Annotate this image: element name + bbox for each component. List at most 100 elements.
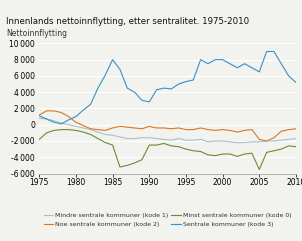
Minst sentrale kommuner (kode 0) bbox=[140, 158, 144, 161]
Noe sentrale kommuner (kode 2) bbox=[199, 127, 202, 129]
Mindre sentrale kommuner (kode 1) bbox=[147, 136, 151, 139]
Minst sentrale kommuner (kode 0) bbox=[133, 161, 137, 164]
Noe sentrale kommuner (kode 2) bbox=[74, 121, 78, 124]
Sentrale kommuner (kode 3) bbox=[214, 58, 217, 61]
Noe sentrale kommuner (kode 2) bbox=[125, 126, 129, 129]
Noe sentrale kommuner (kode 2) bbox=[37, 114, 41, 116]
Minst sentrale kommuner (kode 0) bbox=[89, 133, 92, 136]
Noe sentrale kommuner (kode 2) bbox=[147, 125, 151, 128]
Noe sentrale kommuner (kode 2) bbox=[236, 131, 239, 134]
Sentrale kommuner (kode 3) bbox=[155, 88, 159, 91]
Minst sentrale kommuner (kode 0) bbox=[236, 155, 239, 158]
Noe sentrale kommuner (kode 2) bbox=[191, 128, 195, 131]
Sentrale kommuner (kode 3) bbox=[243, 62, 246, 65]
Sentrale kommuner (kode 3) bbox=[59, 122, 63, 125]
Minst sentrale kommuner (kode 0) bbox=[104, 141, 107, 144]
Minst sentrale kommuner (kode 0) bbox=[155, 144, 159, 147]
Minst sentrale kommuner (kode 0) bbox=[228, 153, 232, 155]
Sentrale kommuner (kode 3) bbox=[191, 79, 195, 81]
Minst sentrale kommuner (kode 0) bbox=[265, 151, 268, 154]
Noe sentrale kommuner (kode 2) bbox=[294, 127, 298, 130]
Mindre sentrale kommuner (kode 1) bbox=[294, 137, 298, 140]
Noe sentrale kommuner (kode 2) bbox=[243, 129, 246, 132]
Mindre sentrale kommuner (kode 1) bbox=[133, 137, 137, 140]
Sentrale kommuner (kode 3) bbox=[265, 50, 268, 53]
Noe sentrale kommuner (kode 2) bbox=[287, 128, 291, 131]
Sentrale kommuner (kode 3) bbox=[279, 62, 283, 65]
Minst sentrale kommuner (kode 0) bbox=[96, 137, 100, 140]
Text: Nettoinnflytting: Nettoinnflytting bbox=[6, 29, 67, 38]
Mindre sentrale kommuner (kode 1) bbox=[279, 139, 283, 142]
Minst sentrale kommuner (kode 0) bbox=[258, 168, 261, 171]
Mindre sentrale kommuner (kode 1) bbox=[140, 136, 144, 139]
Sentrale kommuner (kode 3) bbox=[104, 74, 107, 77]
Minst sentrale kommuner (kode 0) bbox=[177, 145, 180, 148]
Minst sentrale kommuner (kode 0) bbox=[125, 164, 129, 167]
Mindre sentrale kommuner (kode 1) bbox=[236, 141, 239, 144]
Minst sentrale kommuner (kode 0) bbox=[118, 166, 122, 168]
Minst sentrale kommuner (kode 0) bbox=[147, 144, 151, 147]
Noe sentrale kommuner (kode 2) bbox=[45, 109, 48, 112]
Mindre sentrale kommuner (kode 1) bbox=[206, 140, 210, 143]
Minst sentrale kommuner (kode 0) bbox=[184, 148, 188, 151]
Line: Mindre sentrale kommuner (kode 1): Mindre sentrale kommuner (kode 1) bbox=[39, 118, 296, 143]
Sentrale kommuner (kode 3) bbox=[272, 50, 276, 53]
Sentrale kommuner (kode 3) bbox=[67, 118, 70, 121]
Line: Sentrale kommuner (kode 3): Sentrale kommuner (kode 3) bbox=[39, 52, 296, 124]
Mindre sentrale kommuner (kode 1) bbox=[191, 139, 195, 142]
Legend: Mindre sentrale kommuner (kode 1), Noe sentrale kommuner (kode 2), Minst sentral: Mindre sentrale kommuner (kode 1), Noe s… bbox=[44, 213, 291, 227]
Noe sentrale kommuner (kode 2) bbox=[258, 138, 261, 141]
Sentrale kommuner (kode 3) bbox=[177, 83, 180, 86]
Minst sentrale kommuner (kode 0) bbox=[279, 148, 283, 151]
Sentrale kommuner (kode 3) bbox=[250, 66, 254, 69]
Mindre sentrale kommuner (kode 1) bbox=[59, 122, 63, 125]
Minst sentrale kommuner (kode 0) bbox=[214, 154, 217, 157]
Line: Noe sentrale kommuner (kode 2): Noe sentrale kommuner (kode 2) bbox=[39, 111, 296, 141]
Noe sentrale kommuner (kode 2) bbox=[104, 129, 107, 132]
Sentrale kommuner (kode 3) bbox=[45, 118, 48, 120]
Mindre sentrale kommuner (kode 1) bbox=[250, 140, 254, 143]
Sentrale kommuner (kode 3) bbox=[221, 58, 224, 61]
Noe sentrale kommuner (kode 2) bbox=[169, 127, 173, 130]
Sentrale kommuner (kode 3) bbox=[206, 62, 210, 65]
Sentrale kommuner (kode 3) bbox=[169, 87, 173, 90]
Sentrale kommuner (kode 3) bbox=[125, 87, 129, 90]
Minst sentrale kommuner (kode 0) bbox=[287, 144, 291, 147]
Noe sentrale kommuner (kode 2) bbox=[177, 127, 180, 129]
Sentrale kommuner (kode 3) bbox=[147, 100, 151, 103]
Sentrale kommuner (kode 3) bbox=[184, 80, 188, 83]
Mindre sentrale kommuner (kode 1) bbox=[118, 135, 122, 138]
Mindre sentrale kommuner (kode 1) bbox=[199, 138, 202, 141]
Minst sentrale kommuner (kode 0) bbox=[206, 153, 210, 156]
Mindre sentrale kommuner (kode 1) bbox=[214, 140, 217, 142]
Minst sentrale kommuner (kode 0) bbox=[52, 129, 56, 132]
Text: Innenlands nettoinnflytting, etter sentralitet. 1975-2010: Innenlands nettoinnflytting, etter sentr… bbox=[6, 17, 249, 26]
Mindre sentrale kommuner (kode 1) bbox=[169, 139, 173, 142]
Sentrale kommuner (kode 3) bbox=[294, 81, 298, 84]
Minst sentrale kommuner (kode 0) bbox=[67, 128, 70, 131]
Noe sentrale kommuner (kode 2) bbox=[140, 127, 144, 130]
Noe sentrale kommuner (kode 2) bbox=[221, 128, 224, 131]
Minst sentrale kommuner (kode 0) bbox=[191, 149, 195, 152]
Minst sentrale kommuner (kode 0) bbox=[45, 131, 48, 134]
Noe sentrale kommuner (kode 2) bbox=[111, 127, 114, 129]
Noe sentrale kommuner (kode 2) bbox=[265, 140, 268, 142]
Noe sentrale kommuner (kode 2) bbox=[206, 128, 210, 131]
Mindre sentrale kommuner (kode 1) bbox=[82, 127, 85, 129]
Mindre sentrale kommuner (kode 1) bbox=[96, 131, 100, 134]
Minst sentrale kommuner (kode 0) bbox=[162, 142, 166, 145]
Noe sentrale kommuner (kode 2) bbox=[162, 127, 166, 129]
Mindre sentrale kommuner (kode 1) bbox=[287, 138, 291, 141]
Mindre sentrale kommuner (kode 1) bbox=[104, 133, 107, 136]
Noe sentrale kommuner (kode 2) bbox=[214, 129, 217, 132]
Mindre sentrale kommuner (kode 1) bbox=[177, 137, 180, 140]
Mindre sentrale kommuner (kode 1) bbox=[37, 117, 41, 120]
Mindre sentrale kommuner (kode 1) bbox=[221, 140, 224, 142]
Mindre sentrale kommuner (kode 1) bbox=[74, 125, 78, 128]
Minst sentrale kommuner (kode 0) bbox=[82, 131, 85, 134]
Minst sentrale kommuner (kode 0) bbox=[272, 149, 276, 152]
Mindre sentrale kommuner (kode 1) bbox=[111, 134, 114, 137]
Sentrale kommuner (kode 3) bbox=[162, 87, 166, 90]
Mindre sentrale kommuner (kode 1) bbox=[258, 140, 261, 143]
Sentrale kommuner (kode 3) bbox=[118, 68, 122, 71]
